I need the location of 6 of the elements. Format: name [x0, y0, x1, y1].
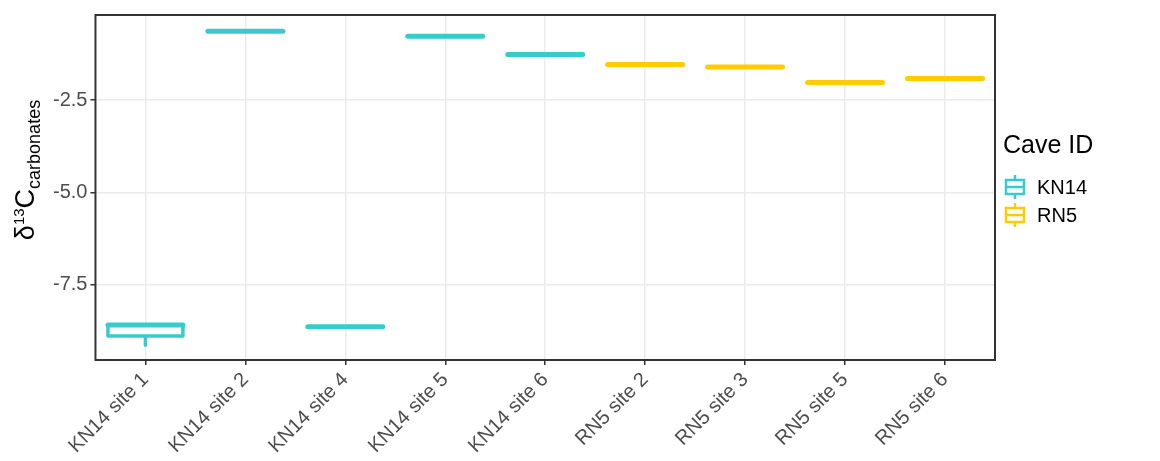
legend-label: KN14: [1037, 175, 1088, 199]
legend-title: Cave ID: [1003, 130, 1094, 159]
y-tick-label: -5.0: [52, 179, 88, 202]
y-tick-label: -2.5: [52, 87, 88, 110]
legend-label: RN5: [1037, 203, 1078, 227]
y-tick-label: -7.5: [52, 271, 88, 294]
